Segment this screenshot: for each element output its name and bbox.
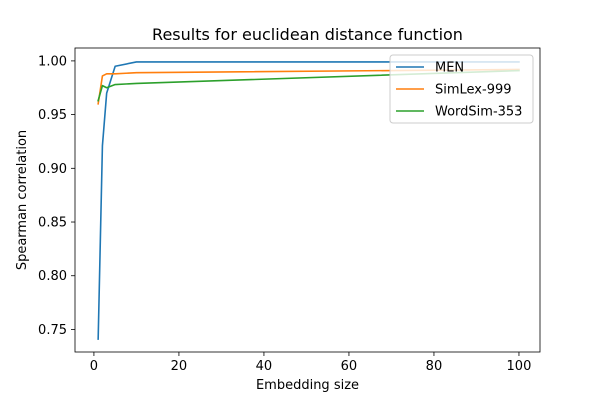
legend-box: [389, 54, 534, 124]
series-line-wordsim-353: [97, 69, 520, 102]
y-tick-label: 0.90: [38, 162, 67, 177]
y-tick-label: 1.00: [38, 54, 67, 69]
legend-label-simlex-999: SimLex-999: [435, 83, 512, 98]
x-tick-label: 20: [171, 359, 188, 374]
plot-frame: [74, 47, 541, 353]
y-axis-label: Spearman correlation: [15, 130, 30, 270]
x-tick-label: 80: [426, 359, 443, 374]
series-line-simlex-999: [97, 68, 520, 105]
chart-title: Results for euclidean distance function: [152, 25, 463, 44]
legend: MEN SimLex-999 WordSim-353: [389, 54, 534, 124]
y-tick-label: 0.95: [38, 108, 67, 123]
x-tick-label: 0: [90, 359, 98, 374]
x-axis-label: Embedding size: [256, 378, 359, 393]
series-layer: [97, 61, 520, 340]
series-line-men: [97, 61, 520, 340]
legend-label-wordsim-353: WordSim-353: [435, 105, 522, 120]
legend-label-men: MEN: [435, 61, 464, 76]
y-axis-ticks: 0.75 0.80 0.85 0.90 0.95 1.00: [38, 54, 75, 338]
y-tick-label: 0.85: [38, 216, 67, 231]
x-tick-label: 40: [256, 359, 273, 374]
x-tick-label: 60: [341, 359, 358, 374]
x-tick-label: 100: [507, 359, 532, 374]
y-tick-label: 0.80: [38, 269, 67, 284]
x-axis-ticks: 0 20 40 60 80 100: [90, 352, 532, 374]
y-tick-label: 0.75: [38, 323, 67, 338]
